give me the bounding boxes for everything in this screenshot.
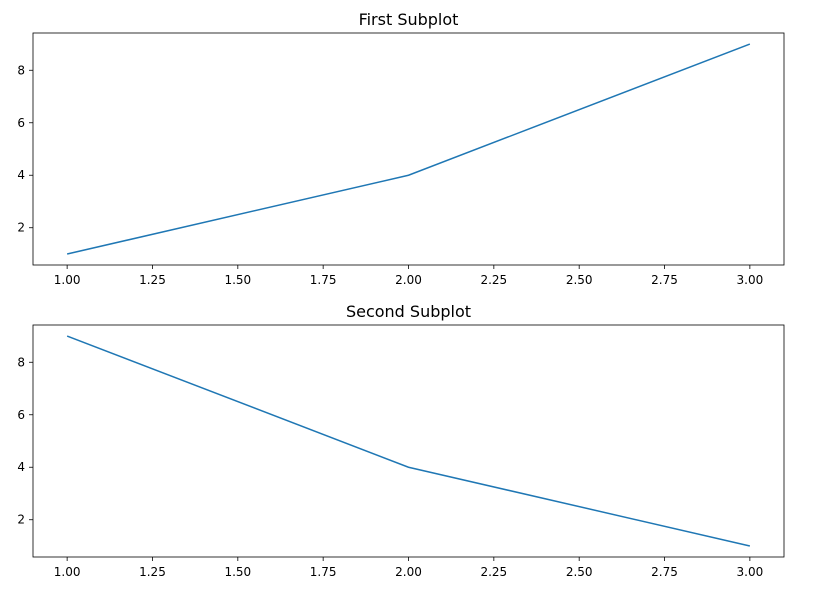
x-tick-label: 3.00 <box>737 273 764 287</box>
line <box>66 43 751 255</box>
y-tick-label: 6 <box>17 116 25 130</box>
y-tick-label: 4 <box>17 168 25 182</box>
y-tick-label: 6 <box>17 408 25 422</box>
x-tick-label: 1.25 <box>139 273 166 287</box>
x-tick-label: 1.00 <box>54 273 81 287</box>
chart-title: Second Subplot <box>346 302 471 321</box>
x-tick-label: 2.25 <box>480 273 507 287</box>
x-tick-label: 1.75 <box>310 273 337 287</box>
y-tick-label: 8 <box>17 355 25 369</box>
x-tick-label: 1.25 <box>139 565 166 579</box>
x-tick-label: 2.25 <box>480 565 507 579</box>
x-tick-label: 1.50 <box>224 565 251 579</box>
chart-title: First Subplot <box>359 10 459 29</box>
y-tick-label: 8 <box>17 63 25 77</box>
plot-frame <box>32 32 785 266</box>
x-tick-label: 2.75 <box>651 273 678 287</box>
x-tick-label: 2.50 <box>566 565 593 579</box>
y-tick-label: 2 <box>17 221 25 235</box>
x-tick-label: 2.00 <box>395 273 422 287</box>
plot-frame <box>32 324 785 558</box>
x-tick-label: 3.00 <box>737 565 764 579</box>
x-tick-label: 2.50 <box>566 273 593 287</box>
line <box>66 335 751 547</box>
y-tick-label: 2 <box>17 513 25 527</box>
x-tick-label: 1.75 <box>310 565 337 579</box>
y-tick-label: 4 <box>17 460 25 474</box>
x-tick-label: 2.00 <box>395 565 422 579</box>
x-tick-label: 2.75 <box>651 565 678 579</box>
x-tick-label: 1.00 <box>54 565 81 579</box>
x-tick-label: 1.50 <box>224 273 251 287</box>
